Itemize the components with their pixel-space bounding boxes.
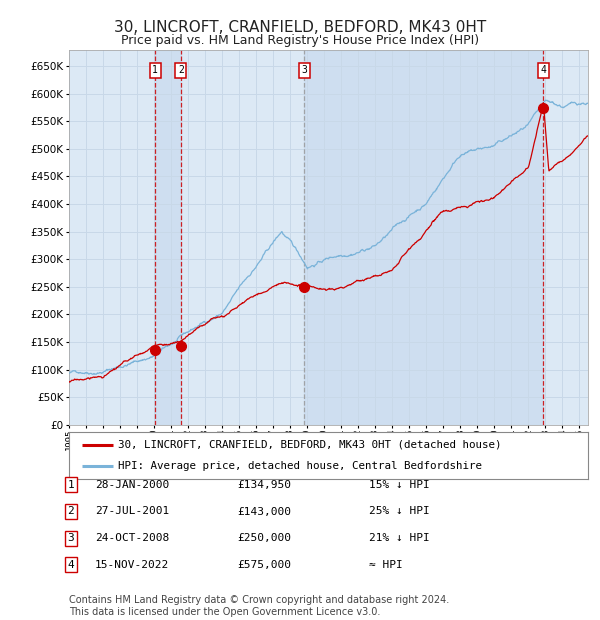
Text: £250,000: £250,000 — [237, 533, 291, 543]
Bar — [155, 50, 181, 425]
Text: £134,950: £134,950 — [237, 480, 291, 490]
Text: 2: 2 — [67, 507, 74, 516]
Text: 4: 4 — [541, 65, 547, 75]
Text: 1: 1 — [152, 65, 158, 75]
Text: 3: 3 — [301, 65, 307, 75]
Bar — [304, 50, 544, 425]
Text: 2: 2 — [178, 65, 184, 75]
Text: 25% ↓ HPI: 25% ↓ HPI — [369, 507, 430, 516]
Text: 1: 1 — [67, 480, 74, 490]
Text: £143,000: £143,000 — [237, 507, 291, 516]
Text: 3: 3 — [67, 533, 74, 543]
Text: 30, LINCROFT, CRANFIELD, BEDFORD, MK43 0HT: 30, LINCROFT, CRANFIELD, BEDFORD, MK43 0… — [114, 20, 486, 35]
Text: 15% ↓ HPI: 15% ↓ HPI — [369, 480, 430, 490]
Text: 30, LINCROFT, CRANFIELD, BEDFORD, MK43 0HT (detached house): 30, LINCROFT, CRANFIELD, BEDFORD, MK43 0… — [118, 440, 502, 450]
Text: 28-JAN-2000: 28-JAN-2000 — [95, 480, 169, 490]
Text: Price paid vs. HM Land Registry's House Price Index (HPI): Price paid vs. HM Land Registry's House … — [121, 34, 479, 47]
Text: 21% ↓ HPI: 21% ↓ HPI — [369, 533, 430, 543]
Text: HPI: Average price, detached house, Central Bedfordshire: HPI: Average price, detached house, Cent… — [118, 461, 482, 471]
Text: 15-NOV-2022: 15-NOV-2022 — [95, 560, 169, 570]
Text: Contains HM Land Registry data © Crown copyright and database right 2024.
This d: Contains HM Land Registry data © Crown c… — [69, 595, 449, 617]
Text: ≈ HPI: ≈ HPI — [369, 560, 403, 570]
Text: 24-OCT-2008: 24-OCT-2008 — [95, 533, 169, 543]
Text: 4: 4 — [67, 560, 74, 570]
Text: £575,000: £575,000 — [237, 560, 291, 570]
Text: 27-JUL-2001: 27-JUL-2001 — [95, 507, 169, 516]
